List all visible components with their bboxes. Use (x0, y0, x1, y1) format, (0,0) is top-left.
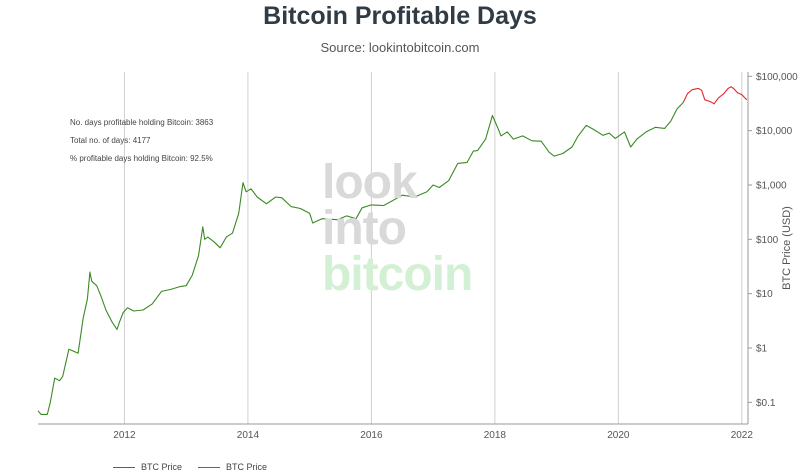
y-tick-label: $10 (756, 289, 773, 300)
watermark-line-into: into (322, 202, 407, 255)
watermark-logo: look into bitcoin (322, 156, 473, 301)
legend-swatch-green (198, 466, 221, 468)
y-tick-label: $10,000 (756, 126, 793, 137)
chart-title: Bitcoin Profitable Days (263, 2, 537, 30)
x-tick-label: 2018 (484, 430, 507, 441)
y-tick-label: $1 (756, 344, 768, 355)
x-tick-label: 2016 (360, 430, 383, 441)
stats-panel: No. days profitable holding Bitcoin: 386… (70, 114, 213, 168)
y-tick-label: $100,000 (756, 72, 798, 83)
legend-item-green[interactable]: BTC Price (198, 462, 267, 472)
watermark-line-look: look (322, 156, 418, 209)
x-tick-label: 2014 (237, 430, 260, 441)
legend: BTC Price BTC Price (113, 462, 267, 472)
y-tick-label: $1,000 (756, 180, 787, 191)
legend-item-red[interactable]: BTC Price (113, 462, 182, 472)
chart-subtitle: Source: lookintobitcoin.com (320, 40, 480, 55)
series-line-red (682, 86, 748, 105)
watermark-line-bitcoin: bitcoin (322, 248, 473, 301)
x-tick-label: 2022 (731, 430, 754, 441)
stat-total-days: Total no. of days: 4177 (70, 136, 151, 145)
legend-label-red: BTC Price (141, 462, 183, 472)
x-tick-label: 2020 (607, 430, 630, 441)
legend-swatch-red (113, 466, 135, 468)
y-tick-label: $100 (756, 235, 779, 246)
stat-percent-profitable: % profitable days holding Bitcoin: 92.5% (70, 154, 213, 163)
y-axis-title: BTC Price (USD) (781, 206, 793, 290)
legend-label-green: BTC Price (226, 462, 268, 472)
stat-days-profitable: No. days profitable holding Bitcoin: 386… (70, 118, 214, 127)
series-line-green (37, 102, 684, 415)
x-tick-label: 2012 (113, 430, 136, 441)
y-tick-label: $0.1 (756, 398, 776, 409)
